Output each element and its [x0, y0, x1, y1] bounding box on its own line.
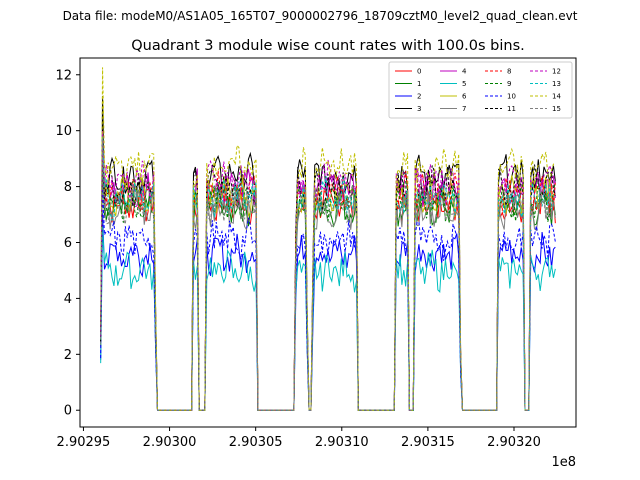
legend-label-14: 14 — [552, 93, 561, 101]
y-tick-label: 2 — [64, 348, 72, 363]
legend-label-13: 13 — [552, 80, 561, 88]
x-offset-label: 1e8 — [551, 455, 576, 470]
legend-label-5: 5 — [462, 80, 466, 88]
x-tick-label: 2.90310 — [315, 435, 369, 450]
legend-label-2: 2 — [417, 93, 421, 101]
chart-title: Quadrant 3 module wise count rates with … — [131, 38, 525, 54]
y-tick-label: 4 — [64, 292, 72, 307]
series-line-15 — [100, 139, 556, 411]
series-line-14 — [100, 67, 556, 411]
series-line-4 — [100, 145, 556, 411]
series-line-9 — [100, 154, 556, 411]
series-line-8 — [100, 140, 556, 411]
suptitle: Data file: modeM0/AS1A05_165T07_90000027… — [63, 9, 578, 23]
series-line-12 — [100, 130, 556, 411]
legend-label-11: 11 — [507, 105, 516, 113]
legend-label-7: 7 — [462, 105, 466, 113]
legend-label-1: 1 — [417, 80, 421, 88]
y-tick-label: 0 — [64, 404, 72, 419]
series-line-13 — [100, 136, 556, 411]
legend-label-3: 3 — [417, 105, 421, 113]
legend-frame — [388, 61, 573, 119]
x-tick-label: 2.90320 — [487, 435, 541, 450]
y-tick-label: 10 — [55, 124, 72, 139]
series-line-1 — [100, 148, 556, 411]
legend-label-0: 0 — [417, 68, 421, 76]
y-tick-label: 6 — [64, 236, 72, 251]
series-line-7 — [100, 130, 556, 411]
legend-label-12: 12 — [552, 68, 561, 76]
legend-label-9: 9 — [507, 80, 511, 88]
x-axis: 2.90295 2.90300 2.90305 2.90310 2.90315 2.903… — [57, 427, 541, 450]
x-tick-label: 2.90300 — [143, 435, 197, 450]
legend-label-15: 15 — [552, 105, 561, 113]
legend-label-6: 6 — [462, 93, 467, 101]
series-line-2 — [100, 213, 556, 411]
legend-label-10: 10 — [507, 93, 516, 101]
legend-label-4: 4 — [462, 68, 467, 76]
y-tick-label: 12 — [55, 68, 72, 83]
x-tick-label: 2.90295 — [57, 435, 111, 450]
legend-label-8: 8 — [507, 68, 511, 76]
x-tick-label: 2.90305 — [229, 435, 283, 450]
x-tick-label: 2.90315 — [401, 435, 455, 450]
y-axis: 0 2 4 6 8 10 12 — [55, 68, 80, 419]
y-tick-label: 8 — [64, 180, 72, 195]
series-layer — [100, 67, 556, 411]
